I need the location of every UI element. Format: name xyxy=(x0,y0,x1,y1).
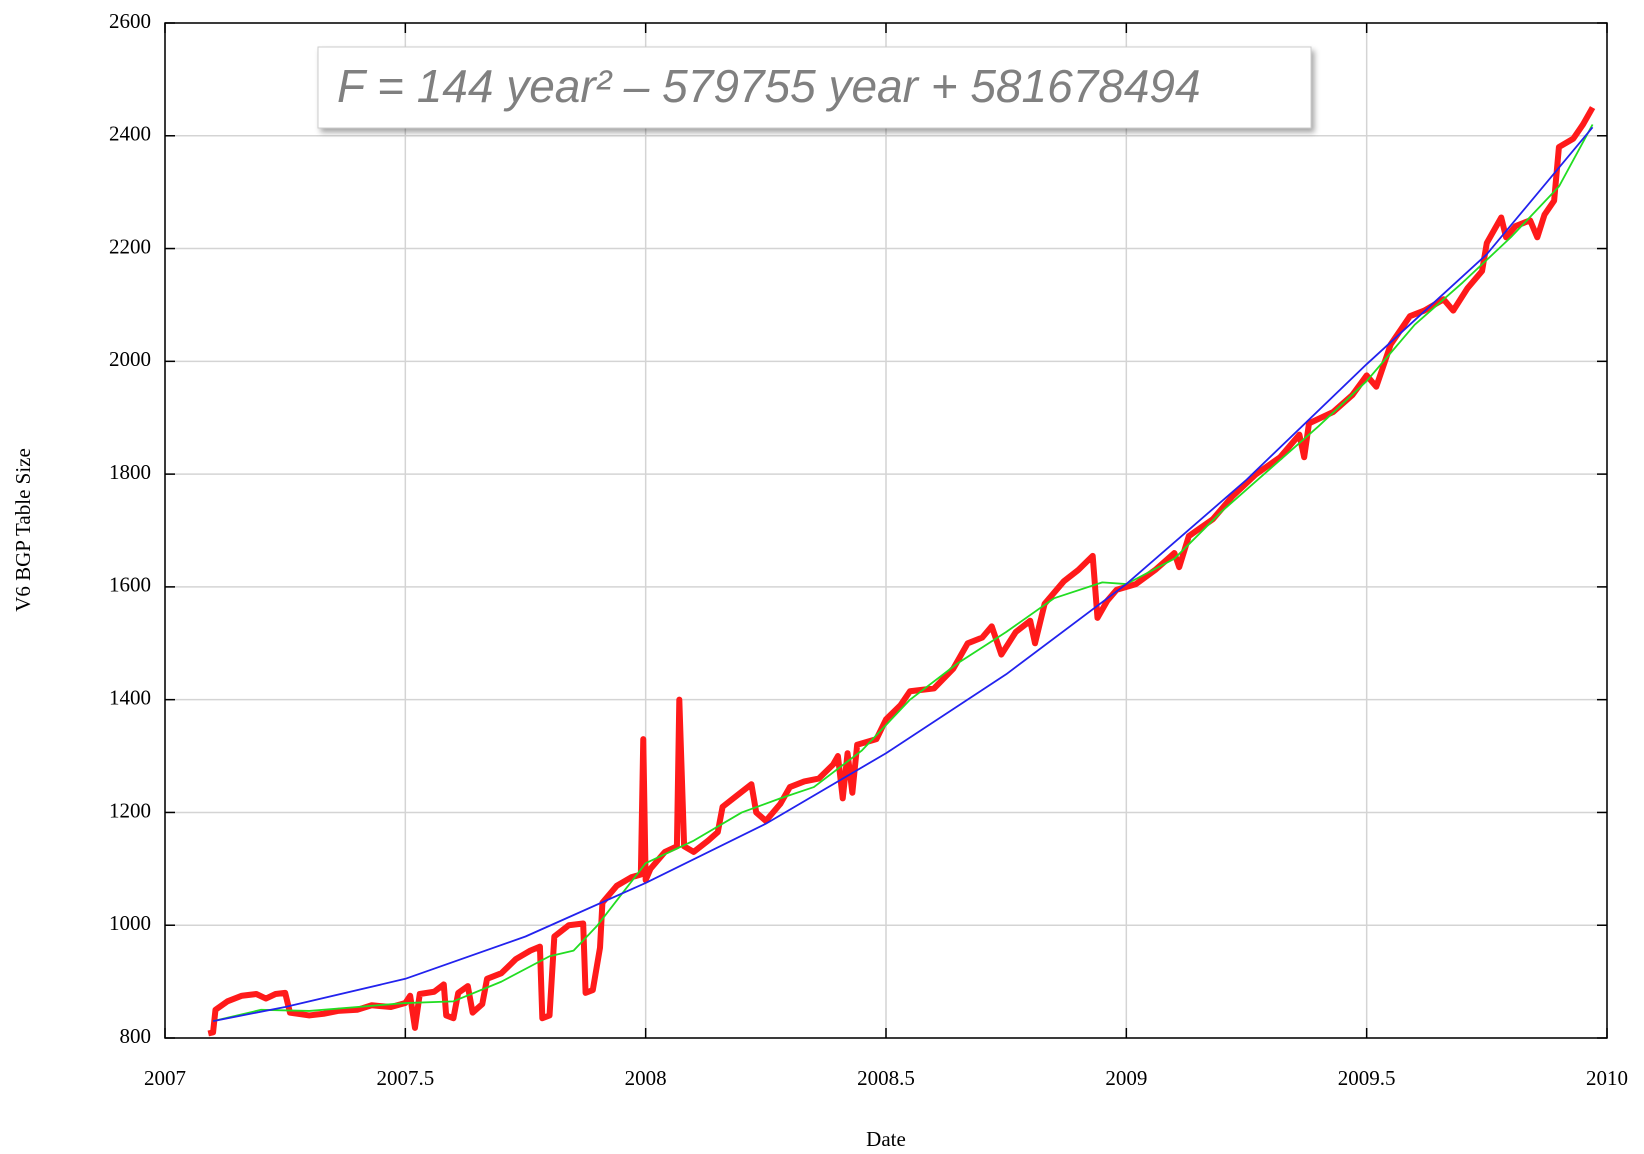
y-tick-label: 2200 xyxy=(109,234,151,258)
y-tick-label: 2400 xyxy=(109,122,151,146)
x-tick-label: 2010 xyxy=(1586,1066,1628,1090)
x-axis-label: Date xyxy=(866,1127,906,1151)
x-tick-label: 2009 xyxy=(1105,1066,1147,1090)
y-tick-label: 2600 xyxy=(109,9,151,33)
x-tick-label: 2007.5 xyxy=(376,1066,434,1090)
x-tick-label: 2007 xyxy=(144,1066,186,1090)
x-tick-label: 2009.5 xyxy=(1338,1066,1396,1090)
y-tick-label: 1200 xyxy=(109,798,151,822)
y-tick-label: 1000 xyxy=(109,911,151,935)
y-axis-label: V6 BGP Table Size xyxy=(11,448,35,612)
data-line xyxy=(212,124,1594,1022)
x-tick-label: 2008 xyxy=(625,1066,667,1090)
annotation: F = 144 year² – 579755 year + 581678494 xyxy=(337,60,1201,112)
y-tick-label: 2000 xyxy=(109,347,151,371)
data-line xyxy=(212,126,1594,1022)
grid xyxy=(164,22,1608,1039)
y-tick-label: 1400 xyxy=(109,685,151,709)
data-line xyxy=(207,106,1596,1037)
annotation-box xyxy=(317,46,1312,129)
y-tick-label: 1600 xyxy=(109,573,151,597)
y-tick-label: 800 xyxy=(120,1024,152,1048)
lines xyxy=(207,106,1596,1037)
x-tick-label: 2008.5 xyxy=(857,1066,915,1090)
y-tick-label: 1800 xyxy=(109,460,151,484)
